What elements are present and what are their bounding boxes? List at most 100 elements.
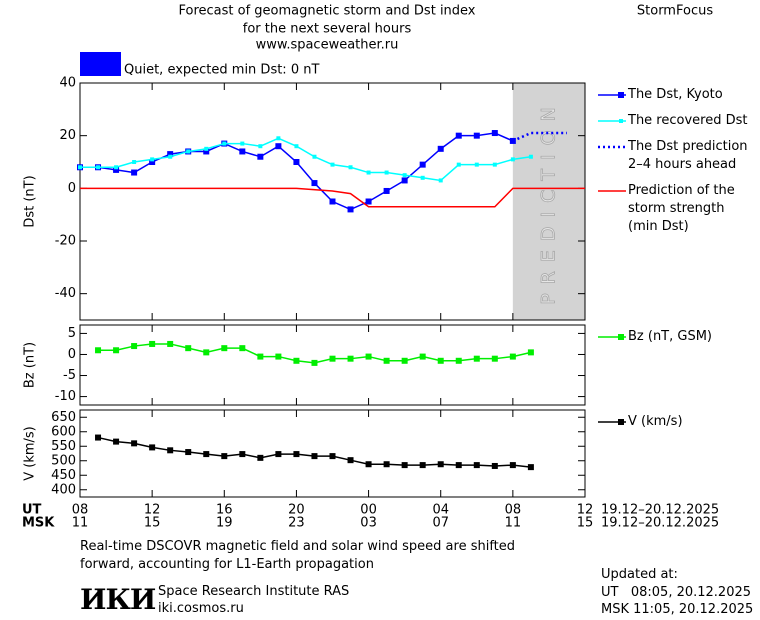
y-tick-label: -20 bbox=[55, 234, 76, 249]
x2-tick-label: 11 bbox=[505, 516, 522, 531]
y-tick-label: 20 bbox=[59, 128, 76, 143]
y-tick-label: 40 bbox=[59, 76, 76, 91]
plot-frame bbox=[79, 324, 586, 406]
title-line: for the next several hours bbox=[243, 22, 412, 37]
data-point bbox=[420, 175, 425, 180]
x-tick-label: 12 bbox=[577, 503, 594, 518]
data-point bbox=[419, 161, 426, 168]
data-point bbox=[419, 353, 426, 360]
data-point bbox=[365, 353, 372, 360]
series-line bbox=[80, 187, 585, 208]
data-point bbox=[491, 130, 498, 137]
data-point bbox=[221, 453, 228, 460]
data-point bbox=[509, 353, 516, 360]
data-point bbox=[113, 438, 120, 445]
data-point bbox=[528, 154, 533, 159]
data-point bbox=[437, 145, 444, 152]
data-point bbox=[276, 136, 281, 141]
data-point bbox=[150, 157, 155, 162]
data-point bbox=[221, 345, 228, 352]
legend-label: The Dst, Kyoto bbox=[628, 87, 723, 102]
legend-marker bbox=[618, 334, 624, 340]
data-point bbox=[402, 173, 407, 178]
data-point bbox=[329, 355, 336, 362]
data-point bbox=[131, 440, 138, 447]
x2-date: 19.12–20.12.2025 bbox=[601, 516, 719, 531]
x-tick-label: 08 bbox=[505, 503, 522, 518]
x2-tick-label: 11 bbox=[72, 516, 89, 531]
data-point bbox=[167, 447, 174, 454]
updated-ut: UT 08:05, 20.12.2025 bbox=[601, 585, 752, 600]
data-point bbox=[491, 462, 498, 469]
institute: Space Research Institute RAS bbox=[158, 584, 350, 599]
data-point bbox=[167, 151, 174, 158]
data-point bbox=[293, 159, 300, 165]
y-tick-label: -40 bbox=[55, 286, 76, 301]
title-line: www.spaceweather.ru bbox=[256, 38, 399, 53]
data-point bbox=[168, 154, 173, 159]
data-point bbox=[203, 148, 210, 155]
data-point bbox=[311, 180, 318, 187]
data-point bbox=[509, 462, 516, 469]
data-point bbox=[239, 451, 246, 458]
data-point bbox=[311, 453, 318, 460]
data-point bbox=[383, 357, 390, 364]
data-point bbox=[329, 198, 336, 205]
x2-tick-label: 15 bbox=[577, 516, 594, 531]
data-point bbox=[257, 153, 264, 160]
x-tick-label: 16 bbox=[216, 503, 233, 518]
y-tick-label: 400 bbox=[51, 482, 76, 497]
data-point bbox=[275, 353, 282, 360]
data-point bbox=[365, 461, 372, 468]
data-point bbox=[419, 462, 426, 469]
data-point bbox=[257, 353, 264, 360]
footer-note: Real-time DSCOVR magnetic field and sola… bbox=[80, 539, 516, 572]
data-point bbox=[275, 143, 282, 150]
data-point bbox=[329, 453, 336, 460]
data-point bbox=[149, 159, 156, 165]
data-point bbox=[492, 162, 497, 167]
x-axis-label: UT bbox=[22, 503, 42, 518]
data-point bbox=[437, 357, 444, 364]
prediction-region bbox=[512, 83, 585, 320]
data-point bbox=[473, 132, 480, 139]
plot-frame bbox=[79, 82, 586, 321]
title-line: Forecast of geomagnetic storm and Dst in… bbox=[178, 4, 475, 19]
series-line bbox=[80, 137, 532, 182]
data-point bbox=[347, 457, 354, 464]
data-point bbox=[330, 162, 335, 167]
prediction-label: PREDICTION bbox=[537, 98, 559, 305]
data-point bbox=[527, 349, 534, 356]
data-point bbox=[239, 345, 246, 352]
data-point bbox=[347, 355, 354, 362]
logo: ИКИ bbox=[80, 583, 156, 616]
legend-label: The Dst prediction 2–4 hours ahead bbox=[628, 139, 748, 172]
updated-label: Updated at: bbox=[601, 567, 678, 582]
data-point bbox=[258, 144, 263, 149]
legend-label: V (km/s) bbox=[628, 414, 683, 429]
brand: StormFocus bbox=[637, 4, 713, 19]
data-point bbox=[95, 347, 102, 354]
url: iki.cosmos.ru bbox=[158, 601, 244, 616]
y-tick-label: 550 bbox=[51, 439, 76, 454]
data-point bbox=[474, 162, 479, 167]
series-line bbox=[97, 436, 531, 468]
data-point bbox=[239, 148, 246, 155]
x-tick-label: 04 bbox=[432, 503, 449, 518]
data-point bbox=[167, 340, 174, 347]
data-point bbox=[455, 132, 462, 139]
data-point bbox=[311, 359, 318, 366]
legend-marker bbox=[618, 419, 624, 425]
series-line bbox=[512, 131, 567, 143]
data-point bbox=[365, 198, 372, 205]
data-point bbox=[149, 444, 156, 451]
data-point bbox=[510, 157, 515, 162]
updated-msk: MSK 11:05, 20.12.2025 bbox=[601, 602, 754, 617]
data-point bbox=[114, 165, 119, 170]
data-point bbox=[149, 340, 156, 347]
data-point bbox=[312, 154, 317, 159]
y-axis-label: Bz (nT) bbox=[23, 342, 38, 388]
y-tick-label: -10 bbox=[55, 389, 76, 404]
